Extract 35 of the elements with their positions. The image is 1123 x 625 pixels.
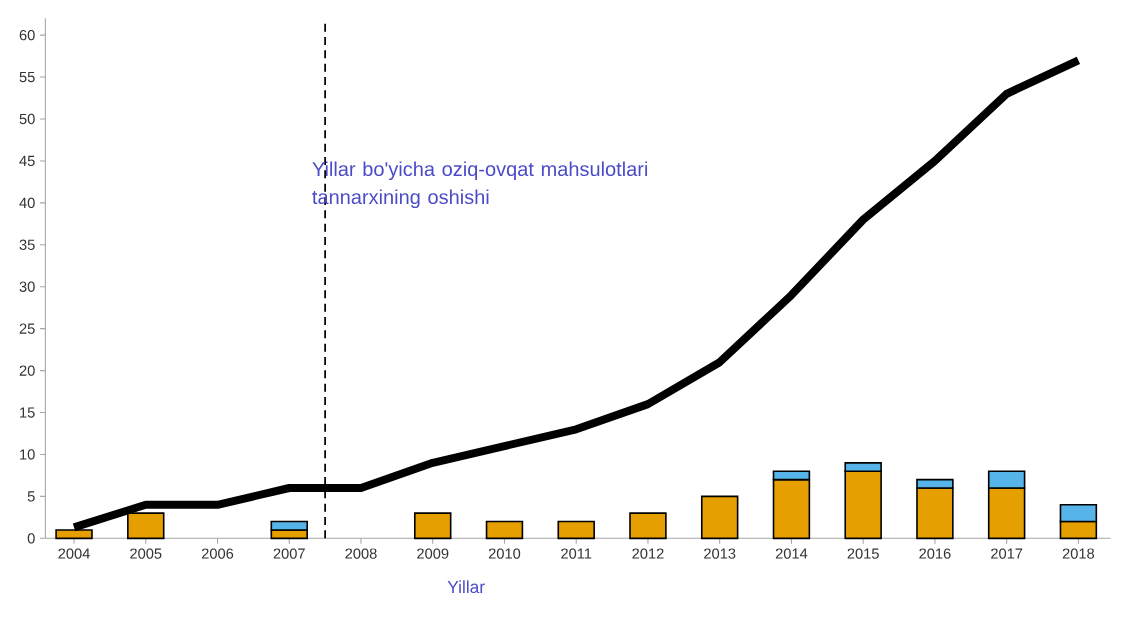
text: Yillar bo'yicha oziq-ovqat mahsulotlari tannarxining oshishi: [312, 161, 648, 209]
x-tick-label: 2016: [919, 548, 951, 559]
bar: [485, 520, 524, 540]
y-tick-label: 15: [20, 407, 35, 418]
x-tick-label: 2006: [201, 548, 234, 559]
bar: [557, 520, 595, 540]
y-tick-label: 55: [19, 71, 35, 83]
bar: [414, 512, 452, 540]
y-tick-label: 25: [19, 323, 35, 334]
y-tick-label: 35: [19, 239, 35, 250]
y-tick-label: 60: [19, 29, 35, 41]
y-tick-label: 45: [19, 155, 35, 167]
y-tick-label: 20: [19, 365, 35, 376]
x-tick-label: 2007: [273, 548, 305, 559]
x-tick-label: 2018: [1062, 548, 1095, 559]
y-tick-label: 50: [19, 113, 35, 125]
x-tick-label: 2013: [704, 548, 736, 559]
x-tick-label: 2010: [488, 548, 521, 559]
y-tick-label: 5: [27, 491, 35, 502]
x-tick-label: 2011: [561, 548, 592, 559]
x-tick-label: 2012: [632, 548, 664, 559]
x-tick-label: 2005: [130, 548, 162, 559]
bar: [629, 512, 667, 540]
y-tick-label: 0: [27, 533, 35, 544]
y-tick-label: 30: [19, 281, 35, 292]
x-tick-label: 2004: [58, 548, 90, 559]
x-tick-label: 2008: [345, 548, 377, 559]
x-tick-label: 2017: [991, 548, 1023, 559]
x-tick-label: 2009: [417, 548, 449, 559]
bar: [700, 495, 739, 540]
y-tick-label: 10: [20, 449, 35, 460]
x-tick-label: 2015: [847, 548, 879, 559]
x-axis-title: Yillar: [447, 580, 485, 594]
x-tick-label: 2014: [775, 548, 808, 559]
y-tick-label: 40: [19, 197, 35, 209]
